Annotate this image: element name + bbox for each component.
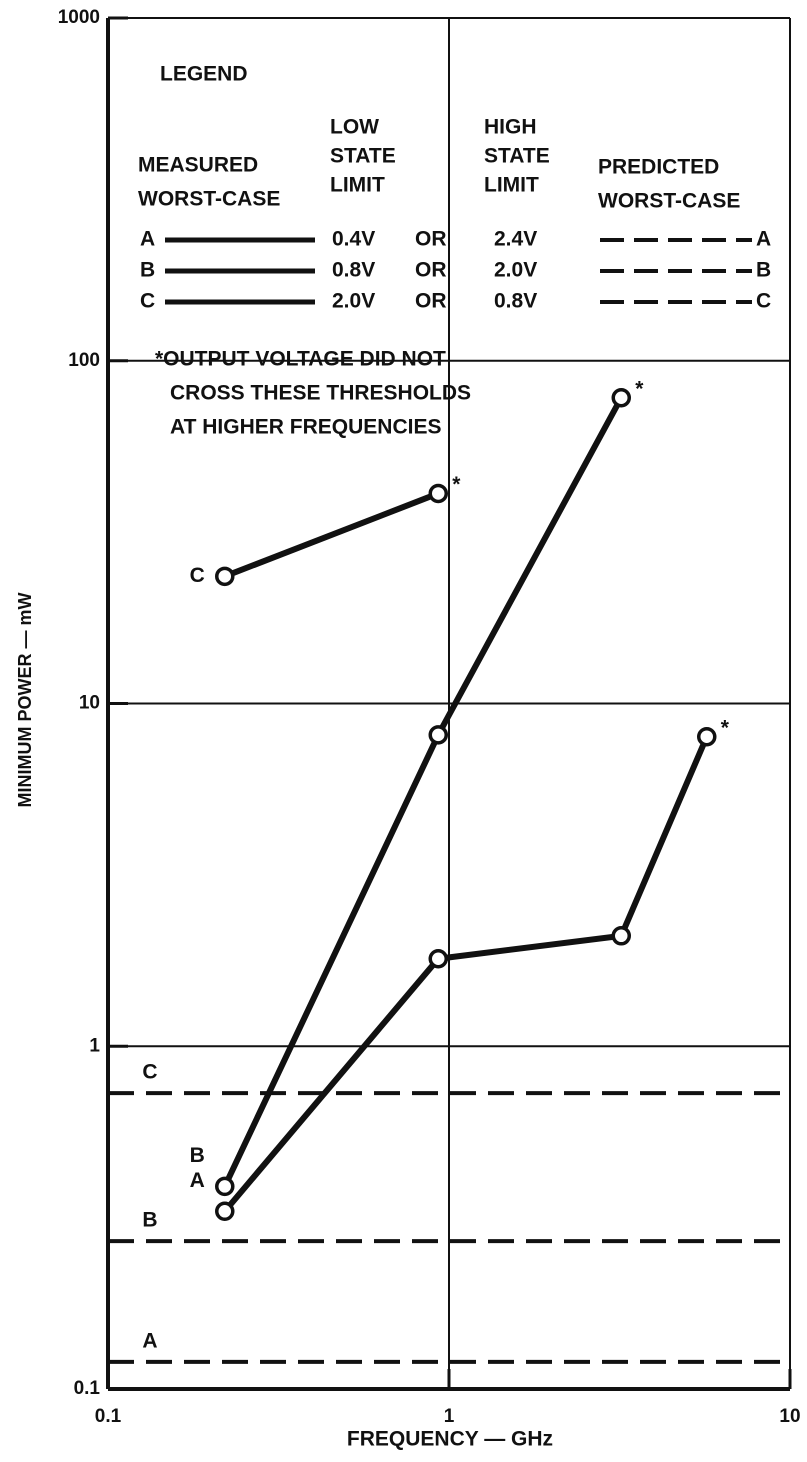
legend-low: 0.8V — [332, 259, 375, 282]
y-tick-label: 1000 — [58, 7, 100, 28]
data-point — [428, 725, 449, 745]
x-tick-label: 1 — [444, 1406, 455, 1427]
legend-high: 2.0V — [494, 259, 537, 282]
legend-header: LIMIT — [330, 174, 385, 197]
legend-header: LIMIT — [484, 174, 539, 197]
y-tick-label: 1 — [89, 1035, 100, 1056]
legend-or: OR — [415, 259, 447, 282]
legend-or: OR — [415, 228, 447, 251]
legend-label: B — [140, 259, 155, 282]
legend-header: PREDICTED — [598, 156, 719, 179]
legend-header: LOW — [330, 116, 379, 139]
legend-label: B — [756, 259, 771, 282]
legend-header: STATE — [330, 145, 396, 168]
legend-title: LEGEND — [160, 63, 248, 86]
data-point — [428, 949, 449, 969]
x-tick-label: 0.1 — [95, 1406, 122, 1427]
data-point — [215, 1201, 235, 1222]
legend-header: HIGH — [484, 116, 537, 139]
data-point — [215, 566, 235, 587]
legend-low: 2.0V — [332, 290, 375, 313]
series-label: B — [190, 1144, 205, 1167]
data-point — [215, 1176, 235, 1197]
measured-line — [223, 490, 440, 580]
legend-header: STATE — [484, 145, 550, 168]
footnote: AT HIGHER FREQUENCIES — [170, 416, 441, 439]
y-tick-label: 100 — [68, 350, 100, 371]
legend-low: 0.4V — [332, 228, 375, 251]
legend-label: C — [140, 290, 155, 313]
x-axis-label: FREQUENCY — GHz — [347, 1428, 553, 1451]
data-point — [697, 726, 717, 747]
measured-line — [222, 735, 710, 1214]
annotation: * — [635, 377, 644, 400]
data-point — [428, 483, 449, 504]
data-point — [611, 926, 632, 946]
measured-line — [222, 396, 624, 1188]
series-label: A — [190, 1169, 205, 1192]
legend-label: A — [756, 228, 771, 251]
annotation: * — [452, 473, 461, 496]
legend-label: A — [140, 228, 155, 251]
y-axis-label: MINIMUM POWER — mW — [15, 593, 35, 808]
annotation: * — [721, 716, 730, 739]
legend-header: MEASURED — [138, 154, 258, 177]
x-tick-label: 10 — [779, 1406, 800, 1427]
series-label: B — [142, 1209, 157, 1232]
y-tick-label: 10 — [79, 693, 100, 714]
legend-high: 2.4V — [494, 228, 537, 251]
footnote: CROSS THESE THRESHOLDS — [170, 382, 471, 405]
y-tick-label: 0.1 — [74, 1378, 101, 1399]
footnote: *OUTPUT VOLTAGE DID NOT — [155, 348, 446, 371]
data-point — [611, 387, 632, 408]
series-label: C — [142, 1061, 157, 1084]
series-label: C — [190, 564, 205, 587]
legend-or: OR — [415, 290, 447, 313]
legend-label: C — [756, 290, 771, 313]
series-label: A — [142, 1329, 157, 1352]
legend-header: WORST-CASE — [138, 188, 280, 211]
legend-high: 0.8V — [494, 290, 537, 313]
legend-header: WORST-CASE — [598, 190, 740, 213]
